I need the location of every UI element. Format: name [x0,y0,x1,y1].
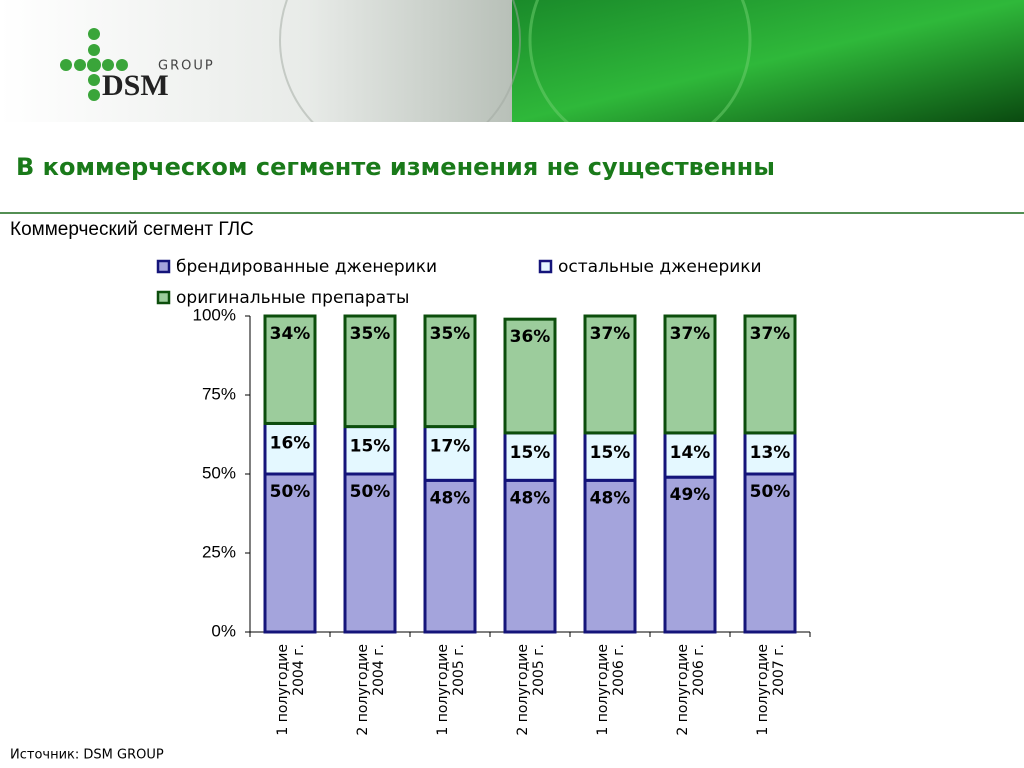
x-tick-label: 1 полугодие [755,644,771,736]
bar-segment [423,314,477,429]
legend-label: оригинальные препараты [176,288,409,308]
value-label: 35% [430,324,471,344]
bar-segment [663,431,717,479]
legend-label: остальные дженерики [558,257,762,277]
bar-segment [583,431,637,482]
x-tick-label: 2005 г. [531,644,547,696]
x-tick-label: 2004 г. [291,644,307,696]
value-label: 34% [270,324,311,344]
value-label: 49% [670,485,711,505]
value-label: 50% [350,482,391,502]
value-label: 13% [750,443,791,463]
x-tick-label: 2007 г. [771,644,787,696]
bar-segment [663,314,717,435]
legend-swatch [156,290,171,305]
x-tick-label: 1 полугодие [595,644,611,736]
x-tick-label: 2005 г. [451,644,467,696]
value-label: 36% [510,327,551,347]
logo-main: DSM [102,69,169,102]
bar-segment [583,314,637,435]
bar-segment [743,314,797,435]
title-band [0,122,1024,214]
value-label: 17% [430,437,471,457]
bar-segment [663,475,717,634]
legend-swatch [538,259,553,274]
chart-subtitle: Коммерческий сегмент ГЛС [10,219,254,240]
x-tick-label: 2 полугодие [675,644,691,736]
value-label: 48% [430,488,471,508]
value-label: 15% [350,437,391,457]
x-tick-label: 2006 г. [691,644,707,696]
value-label: 48% [590,488,631,508]
x-tick-label: 1 полугодие [435,644,451,736]
bar-segment [423,425,477,482]
value-label: 48% [510,488,551,508]
y-tick-label: 0% [211,621,236,640]
header-left [0,0,512,122]
bar-segment [343,314,397,429]
bar-segment [503,478,557,634]
slide-title: В коммерческом сегменте изменения не сущ… [16,153,775,181]
y-tick-label: 100% [193,305,236,324]
logo-dots [60,28,128,101]
bar-segment [263,314,317,425]
value-label: 37% [670,324,711,344]
value-label: 35% [350,324,391,344]
x-tick-label: 2 полугодие [515,644,531,736]
value-label: 14% [670,443,711,463]
x-tick-label: 2004 г. [371,644,387,696]
y-tick-label: 50% [202,463,236,482]
legend-label: брендированные дженерики [176,257,437,277]
source: Источник: DSM GROUP [10,748,164,763]
legend-swatch [156,259,171,274]
value-label: 15% [510,443,551,463]
value-label: 16% [270,433,311,453]
value-label: 15% [590,443,631,463]
bar-segment [343,472,397,634]
x-tick-label: 2006 г. [611,644,627,696]
bar-segment [503,317,557,435]
bar-segment [743,472,797,634]
value-label: 50% [270,482,311,502]
bar-segment [343,425,397,476]
y-tick-label: 25% [202,542,236,561]
value-label: 37% [750,324,791,344]
x-tick-label: 2 полугодие [355,644,371,736]
y-tick-label: 75% [202,384,236,403]
bar-segment [503,431,557,482]
bar-segment [423,478,477,634]
value-label: 50% [750,482,791,502]
header-right [512,0,1024,122]
logo-small: GROUP [158,59,215,74]
x-tick-label: 1 полугодие [275,644,291,736]
value-label: 37% [590,324,631,344]
bar-segment [263,472,317,634]
